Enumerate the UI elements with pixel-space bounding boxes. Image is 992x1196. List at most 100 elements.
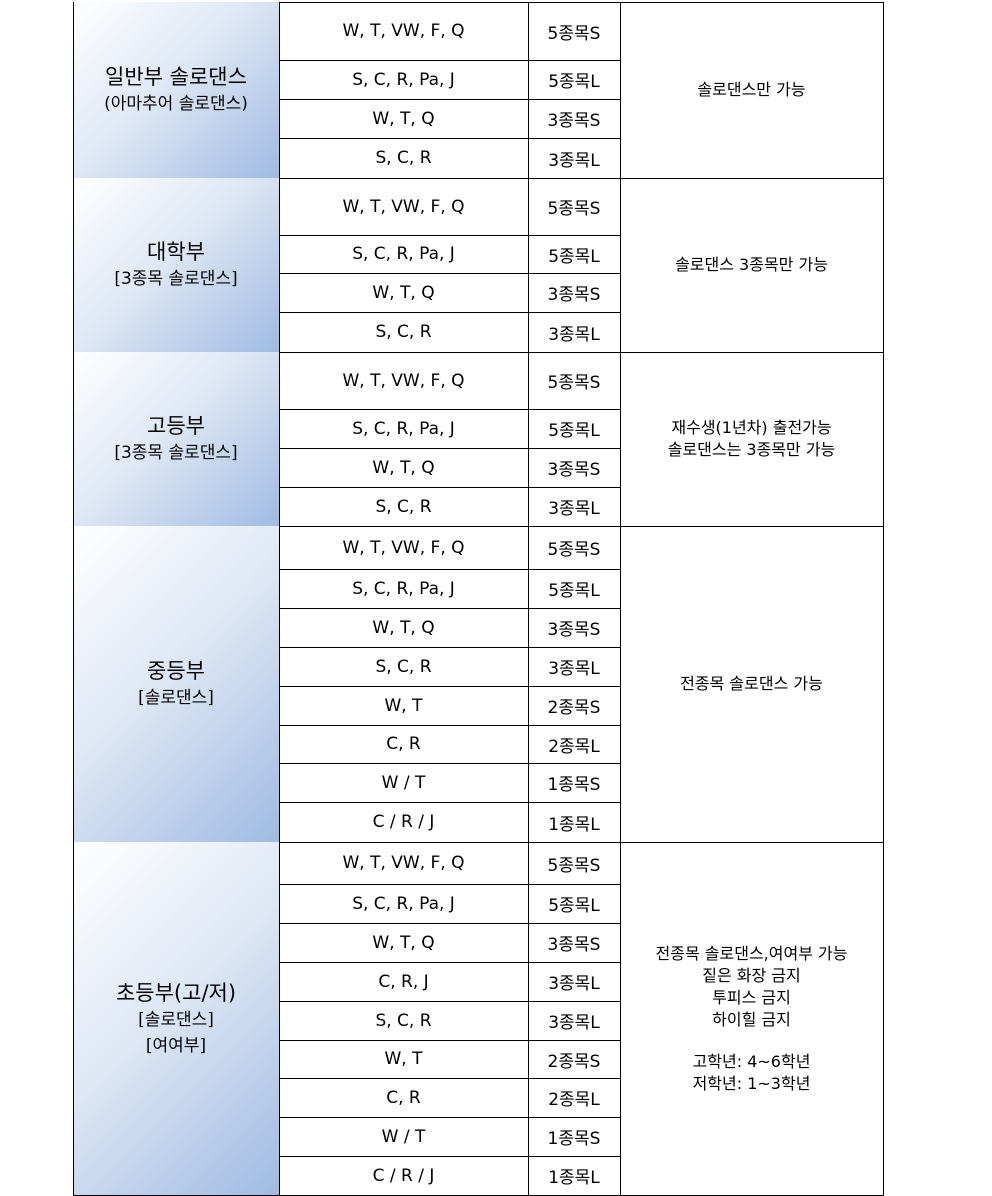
note-cell: 전종목 솔로댄스,여여부 가능 짙은 화장 금지 투피스 금지 하이힐 금지 고학년: …: [620, 842, 883, 1195]
dances-cell: S, C, R, Pa, J: [352, 418, 455, 439]
category-subtitle: [3종목 솔로댄스]: [114, 443, 238, 463]
event-cell: 3종목S: [547, 285, 601, 305]
event-cell: 5종목L: [548, 246, 600, 267]
event-cell: 3종목S: [547, 111, 601, 131]
dances-cell: S, C, R: [375, 656, 432, 677]
category-title: 고등부: [147, 414, 205, 438]
note-cell: 솔로댄스만 가능: [620, 2, 883, 178]
event-cell: 5종목S: [547, 373, 601, 393]
dances-cell: W / T: [381, 772, 426, 793]
row-border: [279, 608, 620, 609]
event-cell: 1종목S: [547, 775, 601, 795]
dances-cell: S, C, R: [375, 148, 432, 168]
group-border: [73, 842, 884, 843]
event-cell: 5종목S: [547, 23, 601, 44]
column-border: [528, 2, 529, 1195]
dances-cell: W, T, VW, F, Q: [342, 370, 465, 391]
event-cell: 3종목L: [548, 1013, 600, 1033]
dances-cell: W, T: [384, 1049, 423, 1069]
dances-cell: W, T, VW, F, Q: [342, 853, 465, 873]
row-border: [279, 1117, 620, 1118]
border: [73, 2, 884, 3]
row-border: [279, 802, 620, 803]
category-subtitle: [솔로댄스]: [138, 1009, 214, 1030]
row-border: [279, 138, 620, 139]
note-line: 투피스 금지: [712, 987, 791, 1007]
event-cell: 2종목L: [548, 1090, 600, 1110]
note-paragraph: 솔로댄스만 가능: [697, 79, 805, 101]
row-border: [279, 647, 620, 648]
dances-cell: S, C, R, Pa, J: [352, 244, 455, 264]
note-cell: 전종목 솔로댄스 가능: [620, 526, 883, 842]
dances-cell: S, C, R, Pa, J: [352, 69, 455, 90]
event-cell: 2종목L: [548, 736, 600, 757]
event-cell: 2종목S: [547, 698, 601, 718]
event-cell: 3종목L: [548, 974, 600, 994]
event-cell: 5종목L: [548, 581, 600, 601]
category-subtitle: [솔로댄스]: [138, 688, 214, 708]
note-paragraph: 고학년: 4~6학년 저학년: 1~3학년: [693, 1051, 811, 1095]
note-cell: 솔로댄스 3종목만 가능: [620, 178, 883, 352]
note-line: 저학년: 1~3학년: [692, 1073, 811, 1093]
dances-cell: W, T, VW, F, Q: [342, 537, 465, 558]
note-line: 솔로댄스는 3종목만 가능: [667, 440, 836, 459]
category-subtitle: [여여부]: [145, 1035, 207, 1056]
dances-cell: W / T: [381, 1126, 426, 1147]
dances-cell: C / R / J: [372, 1165, 435, 1186]
category-subtitle: [3종목 솔로댄스]: [114, 269, 238, 289]
dances-cell: W, T, VW, F, Q: [342, 21, 465, 41]
event-cell: 3종목L: [548, 150, 600, 171]
note-paragraph: 솔로댄스 3종목만 가능: [675, 254, 828, 276]
note-line: 재수생(1년차) 출전가능: [671, 418, 832, 437]
row-border: [279, 686, 620, 687]
row-border: [279, 569, 620, 570]
event-cell: 5종목L: [548, 421, 600, 441]
event-cell: 3종목S: [547, 935, 601, 955]
row-border: [279, 273, 620, 274]
column-border: [620, 2, 621, 1195]
event-cell: 3종목L: [548, 324, 600, 345]
event-cell: 3종목L: [548, 659, 600, 679]
category-title: 중등부: [147, 659, 205, 683]
group-border: [73, 526, 884, 527]
event-cell: 3종목S: [547, 620, 601, 640]
dances-cell: S, C, R: [375, 496, 432, 517]
row-border: [279, 884, 620, 885]
note-line: 솔로댄스만 가능: [697, 80, 806, 99]
event-cell: 5종목S: [547, 199, 601, 219]
event-cell: 1종목S: [547, 1129, 601, 1149]
row-border: [279, 1001, 620, 1002]
note-line: 짙은 화장 금지: [702, 965, 801, 985]
dances-cell: S, C, R, Pa, J: [352, 578, 455, 599]
group-border: [73, 178, 884, 179]
category-title: 초등부(고/저): [115, 980, 237, 1005]
dances-cell: W, T, Q: [372, 108, 435, 129]
dances-cell: S, C, R, Pa, J: [352, 893, 455, 914]
dances-cell: C, R, J: [378, 971, 429, 992]
row-border: [279, 99, 620, 100]
dances-cell: W, T, Q: [372, 932, 435, 953]
event-cell: 3종목L: [548, 499, 600, 519]
event-cell: 1종목L: [548, 814, 600, 835]
column-border: [883, 2, 884, 1195]
row-border: [279, 1040, 620, 1041]
column-border: [279, 2, 280, 1195]
row-border: [279, 60, 620, 61]
dances-cell: C, R: [386, 734, 421, 754]
dances-cell: C, R: [386, 1087, 421, 1108]
note-line: 전종목 솔로댄스 가능: [680, 674, 823, 693]
note-line: 하이힐 금지: [712, 1009, 791, 1029]
dances-cell: S, C, R: [375, 322, 432, 342]
category-cell: 중등부 [솔로댄스]: [73, 526, 280, 842]
category-subtitle: (아마추어 솔로댄스): [104, 94, 248, 114]
dances-cell: C / R / J: [372, 812, 435, 832]
row-border: [279, 1078, 620, 1079]
dances-cell: W, T, Q: [372, 617, 435, 638]
row-border: [279, 725, 620, 726]
row-border: [279, 312, 620, 313]
category-title: 대학부: [147, 240, 205, 264]
row-border: [279, 763, 620, 764]
